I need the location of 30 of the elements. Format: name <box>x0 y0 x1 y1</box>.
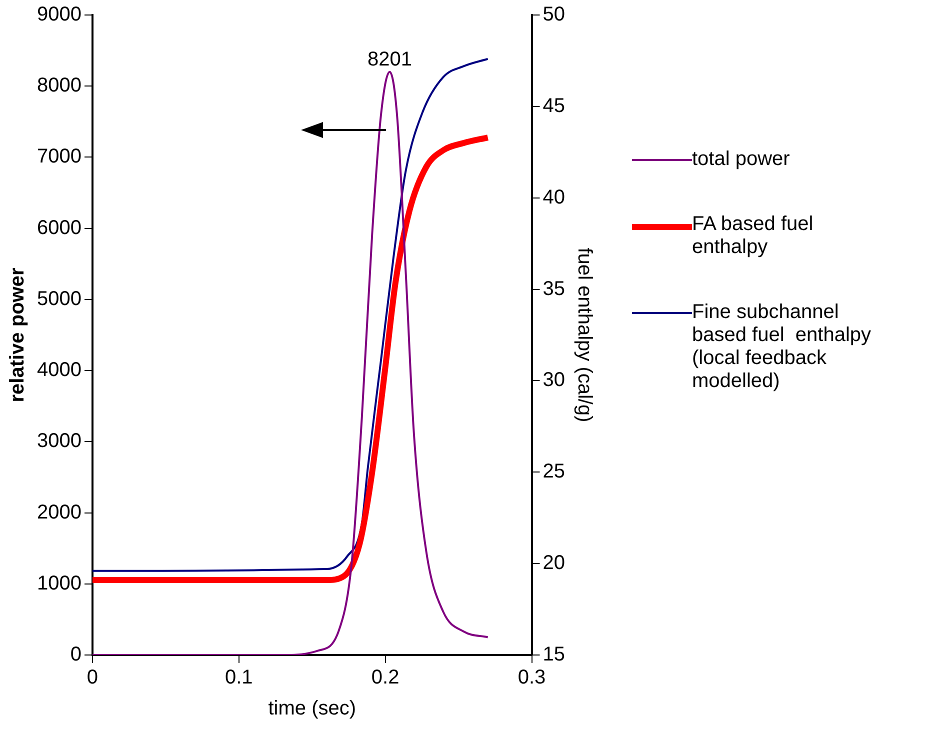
y2-tick-label: 30 <box>542 369 566 392</box>
y2-tick-label: 50 <box>542 4 566 26</box>
x-tick-label: 0.1 <box>225 666 253 689</box>
x-tick-label: 0.2 <box>371 666 400 689</box>
y2-tick-label: 20 <box>542 552 566 574</box>
annotation: 8201 <box>367 48 412 70</box>
y-tick-label: 9000 <box>36 4 82 26</box>
y-tick-label: 3000 <box>36 430 82 452</box>
y-tick-label: 7000 <box>36 146 82 168</box>
y-axis-title: relative power <box>6 268 29 402</box>
y2-tick-label: 40 <box>542 186 566 208</box>
y2-axis-title: fuel enthalpy (cal/g) <box>573 248 596 422</box>
y-tick-label: 8000 <box>36 74 82 97</box>
x-axis-title: time (sec) <box>268 698 356 720</box>
y-tick-label: 2000 <box>36 501 82 524</box>
line-series <box>92 70 489 655</box>
y2-tick-label: 35 <box>542 278 566 300</box>
y-tick-label: 6000 <box>36 216 82 239</box>
x-tick-label: 0 <box>86 666 98 689</box>
y2-tick-label: 45 <box>542 94 566 117</box>
y-tick-label: 0 <box>70 644 82 666</box>
x-tick-label: 0.3 <box>518 666 546 689</box>
y-tick-label: 5000 <box>36 288 82 310</box>
y-tick-label: 1000 <box>36 572 82 594</box>
legend-label: total power <box>692 148 790 171</box>
y-tick-label: 4000 <box>36 359 82 382</box>
y2-tick-label: 25 <box>542 460 566 483</box>
legend-label: Fine subchannel based fuel enthalpy (local feedback modelled) <box>692 301 872 393</box>
y2-tick-label: 15 <box>542 644 566 666</box>
legend-label: FA based fuel enthalpy <box>692 213 814 259</box>
